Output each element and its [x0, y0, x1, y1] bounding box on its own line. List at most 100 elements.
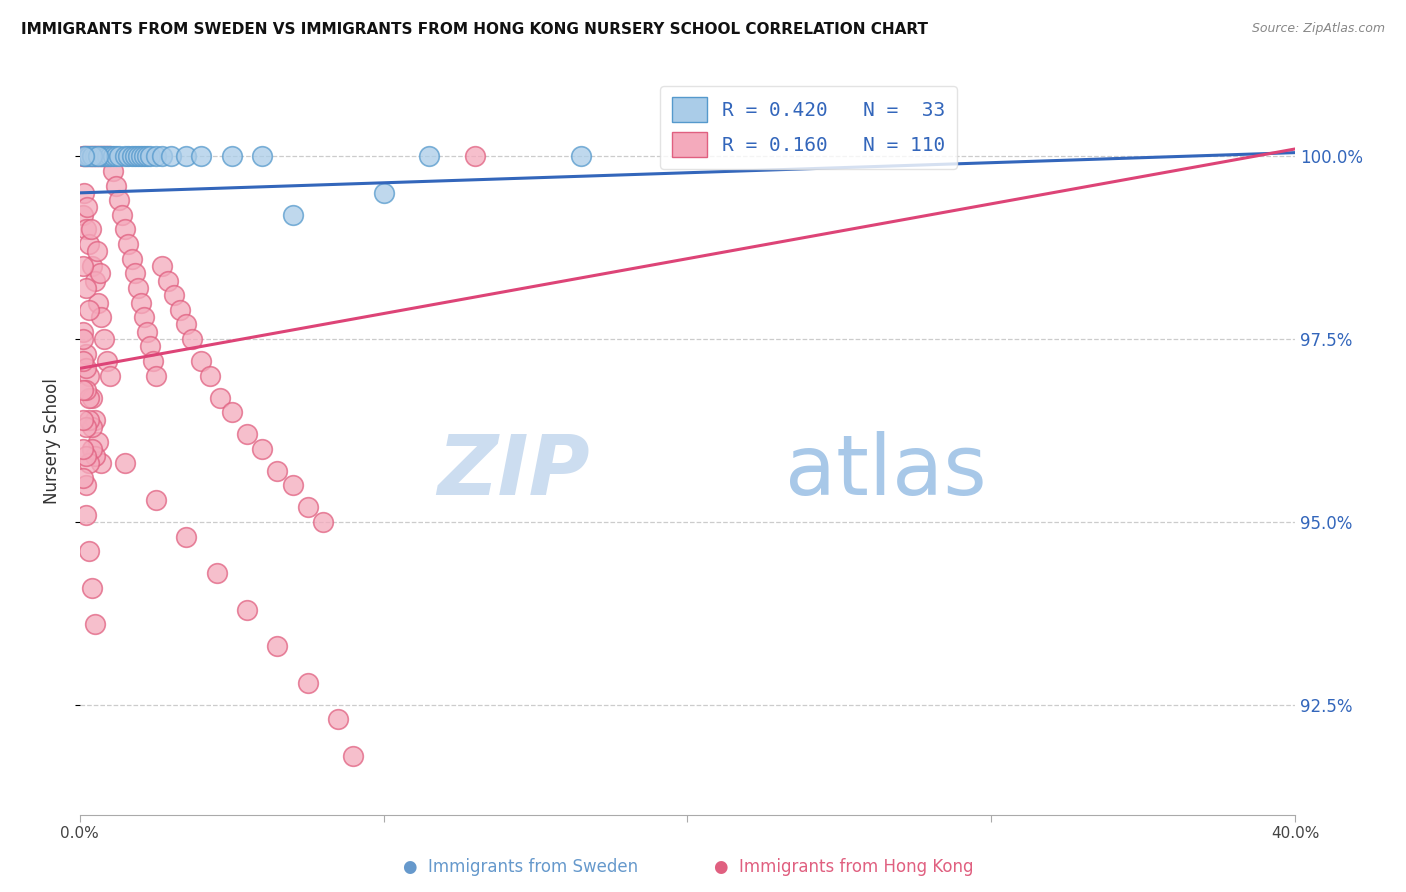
- Point: [84, 449, 107, 463]
- Point: [297, 676, 319, 690]
- Point: [77, 149, 100, 163]
- Point: [127, 281, 149, 295]
- Point: [169, 302, 191, 317]
- Point: [200, 368, 222, 383]
- Point: [117, 237, 139, 252]
- Point: [80, 259, 103, 273]
- Point: [205, 566, 228, 581]
- Point: [77, 368, 100, 383]
- Point: [132, 310, 155, 325]
- Point: [75, 384, 97, 398]
- Point: [174, 318, 197, 332]
- Point: [98, 149, 121, 163]
- Text: IMMIGRANTS FROM SWEDEN VS IMMIGRANTS FROM HONG KONG NURSERY SCHOOL CORRELATION C: IMMIGRANTS FROM SWEDEN VS IMMIGRANTS FRO…: [21, 22, 928, 37]
- Point: [114, 149, 136, 163]
- Point: [75, 508, 97, 522]
- Point: [135, 149, 157, 163]
- Point: [97, 149, 120, 163]
- Point: [208, 391, 231, 405]
- Point: [90, 149, 112, 163]
- Point: [190, 354, 212, 368]
- Point: [108, 149, 131, 163]
- Point: [87, 149, 110, 163]
- Point: [75, 149, 97, 163]
- Point: [72, 332, 94, 346]
- Point: [80, 442, 103, 456]
- Point: [114, 457, 136, 471]
- Point: [73, 149, 96, 163]
- Point: [111, 208, 134, 222]
- Point: [80, 420, 103, 434]
- Point: [236, 603, 259, 617]
- Point: [73, 149, 96, 163]
- Text: ZIP: ZIP: [437, 431, 591, 512]
- Point: [103, 149, 125, 163]
- Point: [139, 149, 162, 163]
- Point: [124, 149, 146, 163]
- Text: ●  Immigrants from Hong Kong: ● Immigrants from Hong Kong: [714, 858, 973, 876]
- Point: [77, 237, 100, 252]
- Point: [163, 288, 186, 302]
- Point: [84, 412, 107, 426]
- Y-axis label: Nursery School: Nursery School: [44, 378, 60, 505]
- Point: [98, 368, 121, 383]
- Point: [84, 149, 107, 163]
- Point: [464, 149, 486, 163]
- Point: [72, 149, 94, 163]
- Point: [108, 193, 131, 207]
- Point: [96, 354, 118, 368]
- Point: [124, 266, 146, 280]
- Point: [75, 449, 97, 463]
- Point: [142, 354, 165, 368]
- Point: [236, 427, 259, 442]
- Point: [127, 149, 149, 163]
- Point: [72, 354, 94, 368]
- Point: [266, 640, 288, 654]
- Point: [76, 201, 98, 215]
- Point: [89, 266, 111, 280]
- Point: [114, 222, 136, 236]
- Point: [221, 405, 243, 419]
- Point: [87, 295, 110, 310]
- Point: [80, 149, 103, 163]
- Point: [132, 149, 155, 163]
- Point: [72, 325, 94, 339]
- Point: [150, 149, 173, 163]
- Point: [105, 178, 128, 193]
- Point: [91, 149, 114, 163]
- Point: [94, 149, 117, 163]
- Point: [84, 617, 107, 632]
- Point: [139, 339, 162, 353]
- Point: [129, 295, 152, 310]
- Point: [76, 149, 98, 163]
- Point: [569, 149, 592, 163]
- Point: [266, 464, 288, 478]
- Point: [90, 149, 112, 163]
- Point: [121, 252, 143, 266]
- Point: [326, 713, 349, 727]
- Point: [418, 149, 440, 163]
- Point: [72, 259, 94, 273]
- Point: [72, 208, 94, 222]
- Point: [221, 149, 243, 163]
- Point: [250, 442, 273, 456]
- Point: [98, 149, 121, 163]
- Point: [281, 478, 304, 492]
- Text: ●  Immigrants from Sweden: ● Immigrants from Sweden: [402, 858, 638, 876]
- Point: [373, 186, 395, 200]
- Point: [77, 457, 100, 471]
- Point: [80, 581, 103, 595]
- Point: [86, 244, 108, 259]
- Point: [84, 274, 107, 288]
- Point: [121, 149, 143, 163]
- Point: [281, 208, 304, 222]
- Point: [77, 302, 100, 317]
- Point: [90, 310, 112, 325]
- Point: [75, 347, 97, 361]
- Point: [103, 164, 125, 178]
- Point: [174, 149, 197, 163]
- Point: [72, 442, 94, 456]
- Point: [86, 149, 108, 163]
- Point: [297, 500, 319, 515]
- Point: [145, 493, 167, 508]
